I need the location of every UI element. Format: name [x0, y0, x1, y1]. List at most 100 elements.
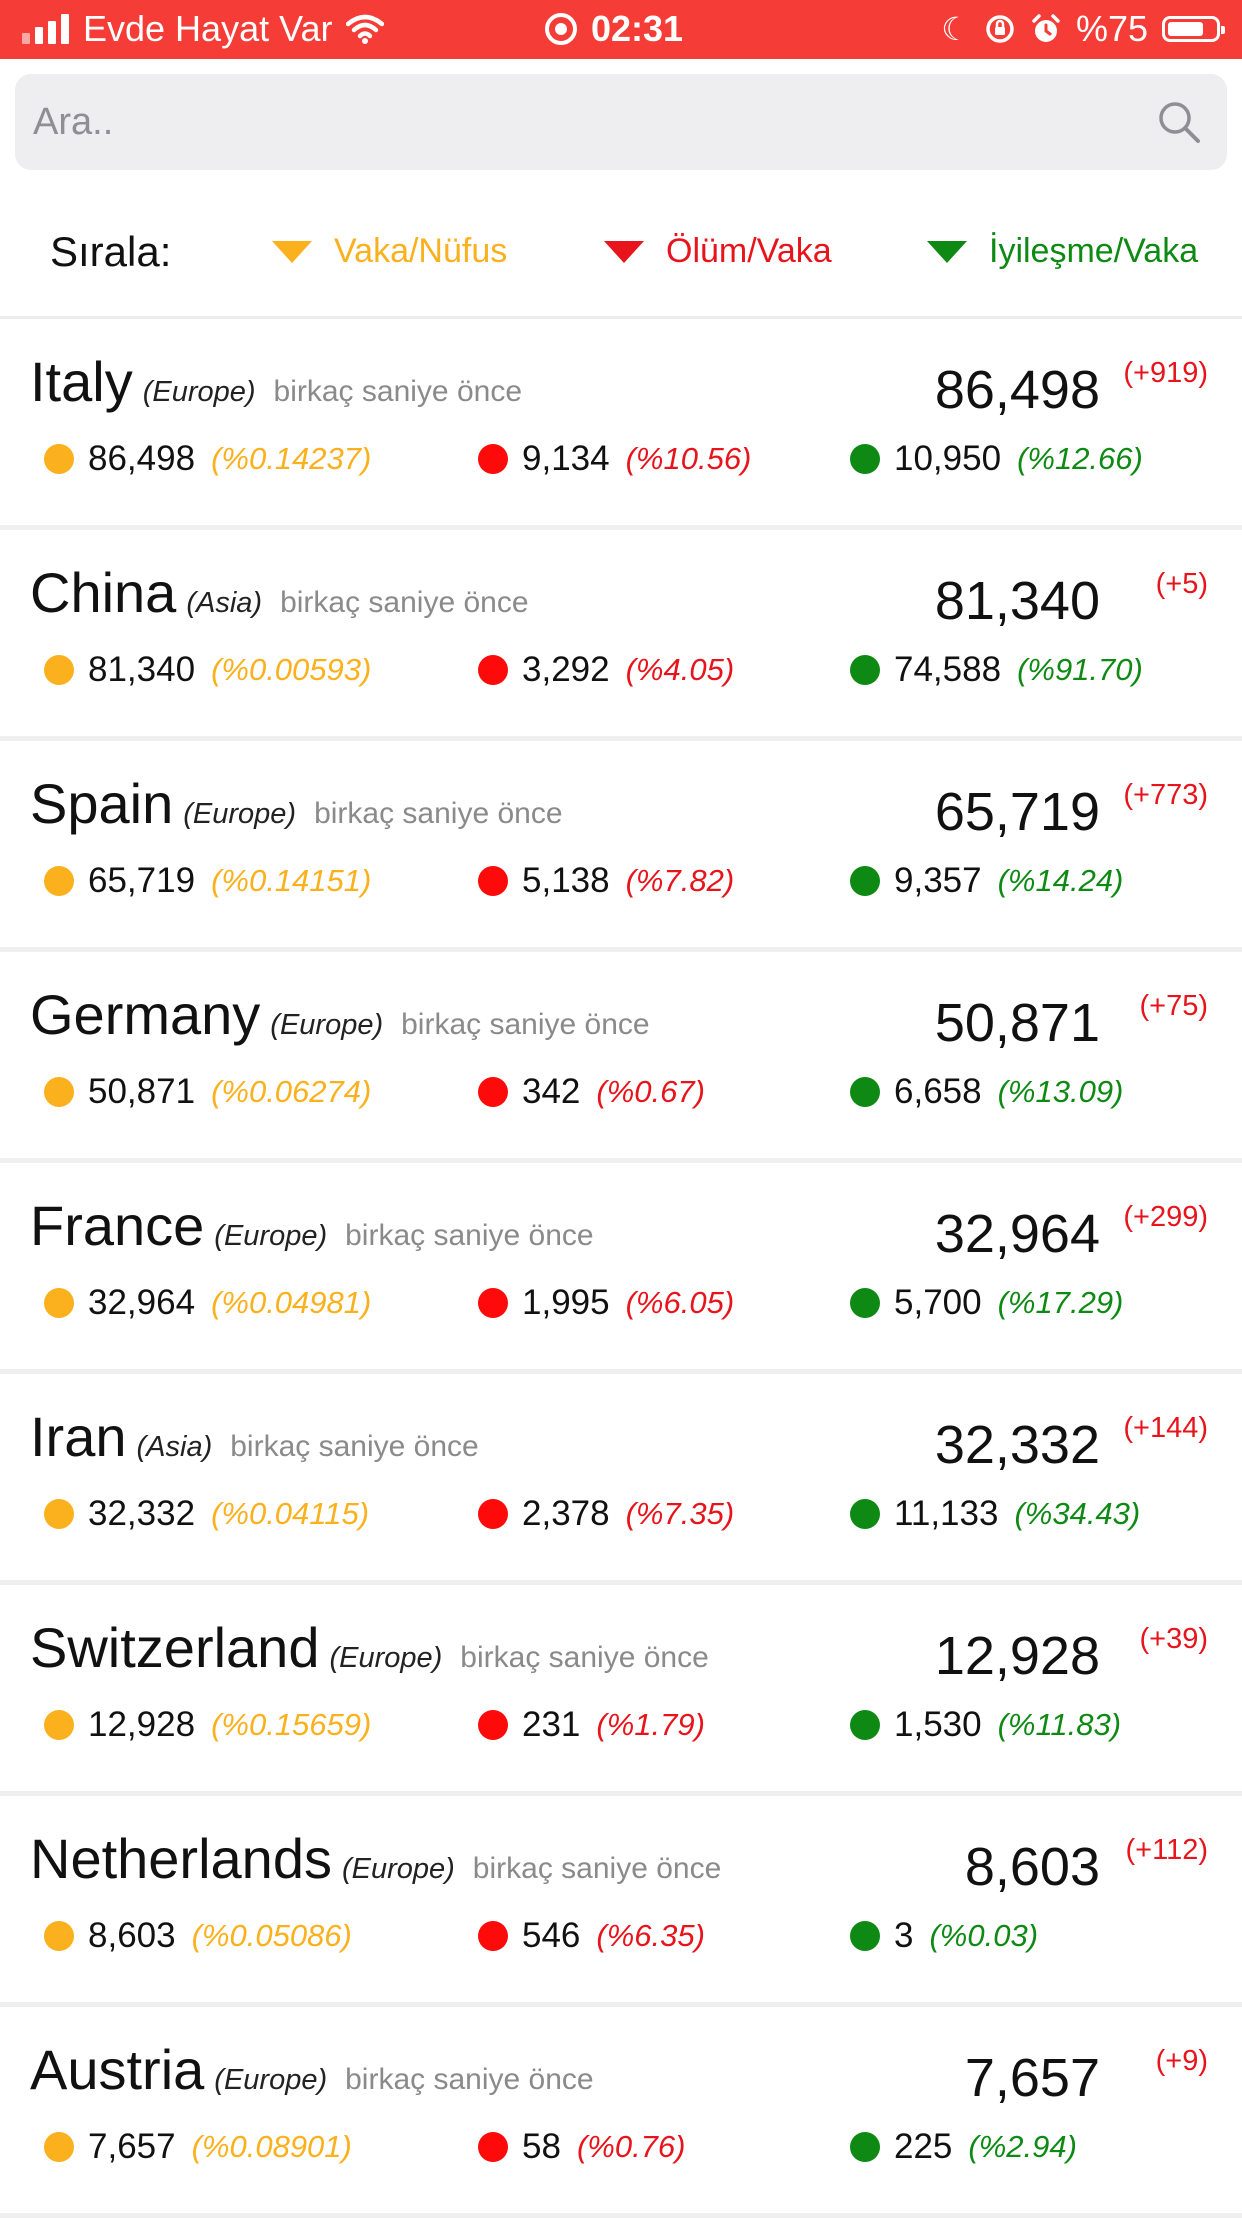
cases-stat: 8,603 (%0.05086) [44, 1916, 352, 1956]
country-heading: Netherlands (Europe) birkaç saniye önce [30, 1826, 721, 1891]
cases-percent: (%0.15659) [211, 1707, 372, 1742]
stats-line: 7,657 (%0.08901) 58 (%0.76) 225 (%2.94) [0, 2127, 1242, 2175]
recovered-stat: 1,530 (%11.83) [850, 1705, 1121, 1745]
deaths-stat: 9,134 (%10.56) [478, 439, 751, 479]
cases-percent: (%0.06274) [211, 1074, 372, 1109]
deaths-count: 546 [522, 1916, 581, 1955]
total-cases: 81,340 [934, 571, 1100, 631]
country-row[interactable]: China (Asia) birkaç saniye önce 81,340 (+5) 8… [0, 530, 1242, 741]
country-row[interactable]: Austria (Europe) birkaç saniye önce 7,657 (+… [0, 2007, 1242, 2218]
country-row[interactable]: Germany (Europe) birkaç saniye önce 50,871 (… [0, 952, 1242, 1163]
carrier-name: Evde Hayat Var [83, 8, 333, 49]
deaths-count: 2,378 [522, 1494, 610, 1533]
country-heading: Switzerland (Europe) birkaç saniye önce [30, 1615, 709, 1680]
cases-count: 32,964 [88, 1283, 196, 1322]
deaths-count: 9,134 [522, 439, 610, 478]
cases-dot-icon [44, 1921, 74, 1951]
country-row[interactable]: Switzerland (Europe) birkaç saniye önce 12,… [0, 1585, 1242, 1796]
stats-line: 65,719 (%0.14151) 5,138 (%7.82) 9,357 (%14.24… [0, 861, 1242, 909]
moon-icon: ☾ [941, 11, 970, 47]
updated-time: birkaç saniye önce [460, 1641, 709, 1674]
cases-stat: 32,964 (%0.04981) [44, 1283, 371, 1323]
new-cases-delta: (+5) [1155, 568, 1208, 600]
country-heading: China (Asia) birkaç saniye önce [30, 560, 529, 625]
cases-percent: (%0.00593) [211, 652, 372, 687]
stats-line: 12,928 (%0.15659) 231 (%1.79) 1,530 (%11.83) [0, 1705, 1242, 1753]
country-row[interactable]: Iran (Asia) birkaç saniye önce 32,332 (+144)… [0, 1374, 1242, 1585]
recovered-count: 1,530 [894, 1705, 982, 1744]
updated-time: birkaç saniye önce [273, 375, 522, 408]
updated-time: birkaç saniye önce [401, 1008, 650, 1041]
sort-cases-per-population[interactable]: Vaka/Nüfus [272, 232, 507, 271]
stats-line: 32,332 (%0.04115) 2,378 (%7.35) 11,133 (%34.4… [0, 1494, 1242, 1542]
triangle-down-icon [604, 240, 644, 263]
cases-percent: (%0.05086) [191, 1918, 352, 1953]
new-cases-delta: (+773) [1123, 779, 1208, 811]
recovered-percent: (%14.24) [997, 863, 1124, 898]
recovered-dot-icon [850, 1077, 880, 1107]
sort-recovered-per-case[interactable]: İyileşme/Vaka [927, 232, 1198, 271]
rotation-lock-icon [986, 15, 1014, 43]
deaths-stat: 546 (%6.35) [478, 1916, 705, 1956]
cases-dot-icon [44, 1288, 74, 1318]
country-row[interactable]: France (Europe) birkaç saniye önce 32,964 (+… [0, 1163, 1242, 1374]
country-name: Spain [30, 772, 174, 835]
country-row[interactable]: Netherlands (Europe) birkaç saniye önce 8,6… [0, 1796, 1242, 2007]
deaths-stat: 1,995 (%6.05) [478, 1283, 734, 1323]
country-name: Germany [30, 983, 261, 1046]
new-cases-delta: (+75) [1139, 990, 1208, 1022]
deaths-dot-icon [478, 655, 508, 685]
battery-percent: %75 [1075, 8, 1148, 49]
recovered-percent: (%13.09) [997, 1074, 1124, 1109]
sort-label: Sırala: [50, 228, 172, 275]
cases-count: 65,719 [88, 861, 196, 900]
updated-time: birkaç saniye önce [280, 586, 529, 619]
deaths-count: 231 [522, 1705, 581, 1744]
country-row[interactable]: Italy (Europe) birkaç saniye önce 86,498 (+9… [0, 319, 1242, 530]
deaths-count: 342 [522, 1072, 581, 1111]
country-heading: Spain (Europe) birkaç saniye önce [30, 771, 563, 836]
cases-count: 81,340 [88, 650, 196, 689]
battery-icon [1162, 16, 1225, 42]
recovered-percent: (%11.83) [997, 1707, 1122, 1742]
cases-percent: (%0.04115) [211, 1496, 370, 1531]
country-row[interactable]: Spain (Europe) birkaç saniye önce 65,719 (+7… [0, 741, 1242, 952]
new-cases-delta: (+9) [1155, 2045, 1208, 2077]
country-name: Iran [30, 1405, 127, 1468]
recovered-dot-icon [850, 866, 880, 896]
total-cases: 32,964 [934, 1204, 1100, 1264]
total-cases: 12,928 [934, 1626, 1100, 1686]
cases-stat: 12,928 (%0.15659) [44, 1705, 371, 1745]
new-cases-delta: (+112) [1125, 1834, 1208, 1866]
search-bar[interactable] [15, 74, 1227, 170]
triangle-down-icon [927, 240, 967, 263]
cases-dot-icon [44, 655, 74, 685]
clock-time: 02:31 [591, 8, 684, 49]
cases-count: 7,657 [88, 2127, 176, 2166]
updated-time: birkaç saniye önce [345, 1219, 594, 1252]
cases-count: 12,928 [88, 1705, 196, 1744]
cases-percent: (%0.14151) [211, 863, 372, 898]
status-right: ☾ %75 [941, 8, 1225, 50]
cases-dot-icon [44, 444, 74, 474]
search-icon[interactable] [1155, 98, 1203, 146]
deaths-count: 3,292 [522, 650, 610, 689]
cases-dot-icon [44, 1710, 74, 1740]
deaths-stat: 231 (%1.79) [478, 1705, 705, 1745]
recovered-dot-icon [850, 1921, 880, 1951]
country-name: China [30, 561, 177, 624]
continent-label: (Europe) [142, 376, 256, 408]
country-name: Netherlands [30, 1827, 332, 1890]
recovered-count: 74,588 [894, 650, 1002, 689]
search-input[interactable] [31, 99, 1155, 145]
wifi-icon [346, 14, 385, 44]
country-list: Italy (Europe) birkaç saniye önce 86,498 (+9… [0, 319, 1242, 2218]
cases-count: 8,603 [88, 1916, 176, 1955]
deaths-count: 5,138 [522, 861, 610, 900]
country-heading: Italy (Europe) birkaç saniye önce [30, 349, 522, 414]
recovered-count: 6,658 [894, 1072, 982, 1111]
cases-stat: 32,332 (%0.04115) [44, 1494, 369, 1534]
cases-dot-icon [44, 1499, 74, 1529]
sort-option-label: İyileşme/Vaka [989, 232, 1199, 270]
sort-deaths-per-case[interactable]: Ölüm/Vaka [604, 232, 832, 271]
